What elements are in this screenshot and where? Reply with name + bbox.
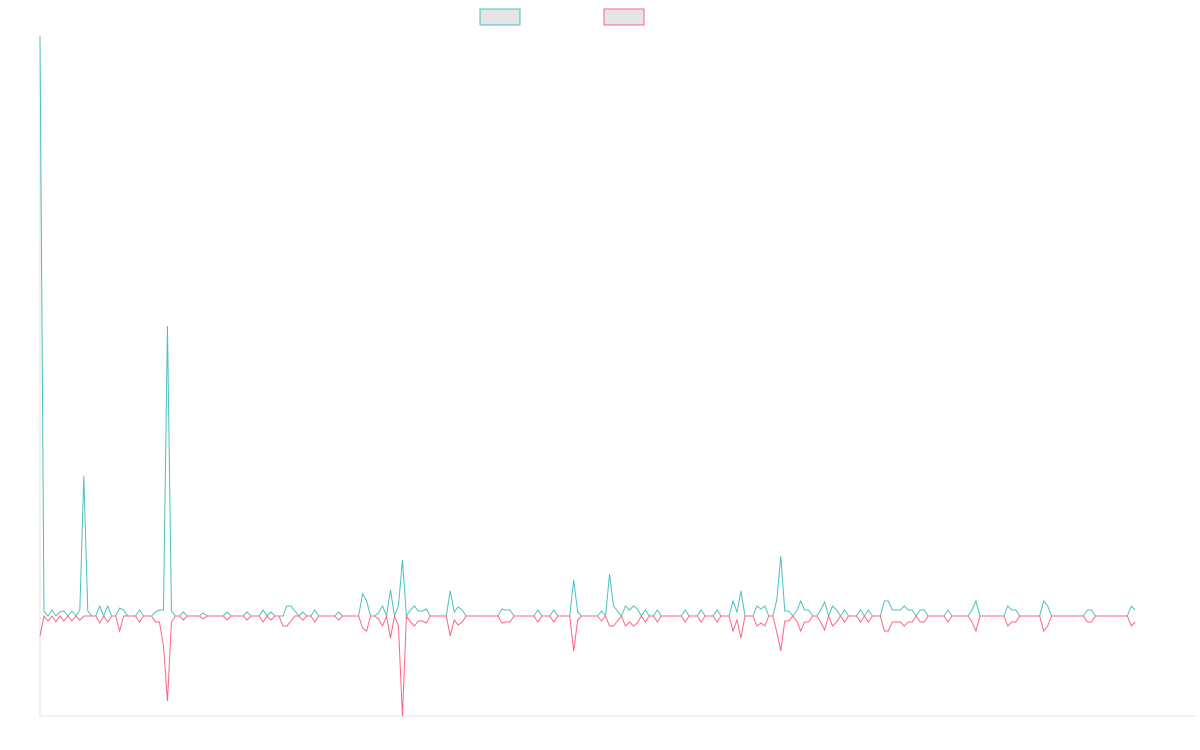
legend-swatch-1[interactable]: [479, 8, 521, 26]
series-line-2: [39, 614, 1136, 717]
series-line-1: [39, 35, 1136, 618]
legend-swatch-2[interactable]: [603, 8, 645, 26]
axes: [39, 36, 1195, 717]
legend: [479, 8, 645, 26]
series-layer: [39, 35, 1136, 717]
